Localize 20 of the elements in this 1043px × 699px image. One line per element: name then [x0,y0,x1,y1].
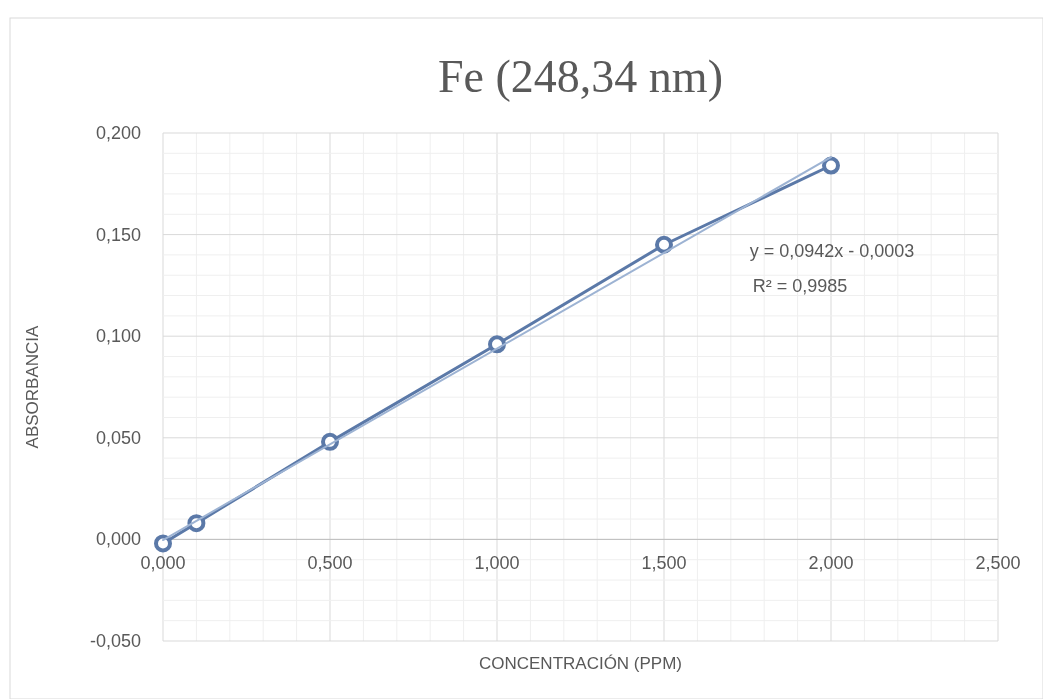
annotation: y = 0,0942x - 0,0003 [749,241,915,261]
chart-title: Fe (248,34 nm) [438,51,723,102]
x-tick-label: 0,500 [307,553,353,574]
x-tick-label: 2,500 [975,553,1021,574]
point [822,156,840,175]
y-tick-label: -0,050 [89,631,141,651]
x-tick-label: 1,000 [474,553,520,574]
y-tick-label: 0,000 [95,529,141,550]
annotation: R² = 0,9985 [752,276,848,296]
point [655,235,673,254]
point [154,534,172,553]
x-tick-label: 2,000 [808,553,854,574]
x-tick-label: 1,500 [641,553,687,574]
y-tick-label: 0,200 [95,123,141,143]
y-tick-label: 0,150 [95,224,141,245]
y-axis-title: ABSORBANCIA [23,324,42,449]
y-tick-label: 0,100 [95,326,141,347]
y-tick-label: 0,050 [95,427,141,448]
x-tick-label: 0,000 [140,553,186,574]
x-axis-title: CONCENTRACIÓN (PPM) [478,654,683,673]
